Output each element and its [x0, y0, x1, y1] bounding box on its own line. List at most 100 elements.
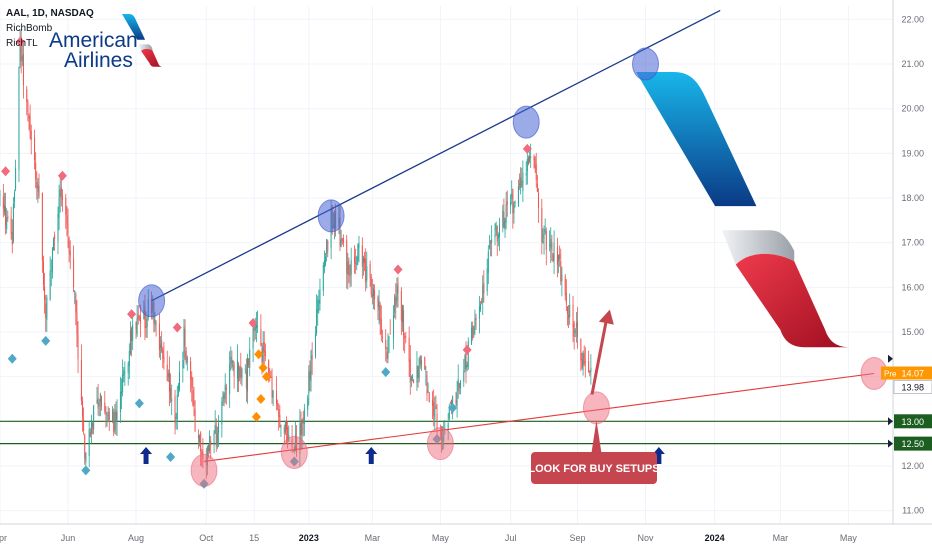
symbol-label[interactable]: AAL, 1D, NASDAQ: [6, 8, 94, 19]
candle-body: [270, 377, 272, 378]
candle-body: [386, 352, 388, 359]
candle-body: [280, 424, 282, 426]
indicator-richtl-label[interactable]: RichTL: [6, 38, 38, 49]
candle-body: [541, 208, 543, 242]
candle-body: [88, 429, 90, 456]
candle-body: [75, 293, 77, 313]
candle-body: [38, 186, 40, 197]
candle-body: [20, 36, 22, 62]
buy-signal-diamond: [7, 353, 17, 364]
sell-signal-diamond: [522, 143, 532, 154]
candle-body: [46, 297, 48, 321]
candle-body: [131, 328, 133, 342]
candle-body: [239, 367, 241, 378]
candle-body: [428, 392, 430, 402]
candle-body: [303, 408, 305, 424]
small-airline-logo-red: [141, 48, 163, 67]
candle-body: [112, 409, 114, 421]
candle-body: [426, 375, 428, 395]
candle-body: [326, 239, 328, 255]
level-marker-triangle: [888, 417, 893, 426]
touch-point-pink: [426, 427, 454, 461]
candle-body: [138, 317, 140, 319]
y-tick-label: 15.00: [901, 327, 924, 337]
orange-signal-diamond: [256, 393, 266, 404]
level-price-label: 13.00: [901, 417, 924, 427]
candle-body: [11, 231, 13, 245]
candle-body: [448, 406, 450, 419]
callout-box: [531, 452, 657, 484]
candle-body: [569, 304, 571, 318]
candle-body: [581, 359, 583, 368]
candle-body: [403, 309, 405, 336]
candle-body: [155, 322, 157, 324]
y-tick-label: 20.00: [901, 104, 924, 114]
candle-body: [176, 394, 178, 419]
candle-body: [436, 413, 438, 429]
candle-body: [35, 162, 37, 180]
candle-body: [108, 411, 110, 421]
candle-body: [214, 424, 216, 434]
candle-body: [322, 264, 324, 291]
y-tick-label: 17.00: [901, 238, 924, 248]
level-marker-triangle: [888, 439, 893, 448]
candle-body: [396, 285, 398, 302]
candle-body: [559, 254, 561, 260]
candle-body: [166, 364, 168, 381]
buy-signal-diamond: [381, 367, 391, 378]
candle-body: [544, 229, 546, 233]
candle-body: [478, 306, 480, 319]
candle-body: [300, 421, 302, 435]
candle-body: [464, 355, 466, 370]
touch-point-blue: [512, 105, 540, 139]
level-price-tag: [894, 436, 932, 451]
candle-body: [93, 405, 95, 430]
candle-body: [323, 260, 325, 267]
airline-tail-logo: [636, 72, 850, 348]
candle-body: [433, 402, 435, 416]
candle-body: [185, 350, 187, 363]
candle-body: [355, 263, 357, 265]
candle-body: [83, 419, 85, 431]
candle-body: [28, 114, 30, 119]
x-tick-label: Mar: [365, 533, 381, 543]
candle-body: [380, 318, 382, 335]
candle-body: [77, 334, 79, 360]
indicator-richbomb-label[interactable]: RichBomb: [6, 23, 53, 34]
candle-body: [568, 314, 570, 319]
candle-body: [473, 326, 475, 334]
x-tick-label: May: [840, 533, 858, 543]
candle-body: [252, 328, 254, 349]
candle-body: [432, 399, 434, 406]
candle-body: [435, 406, 437, 409]
x-tick-label: 15: [249, 533, 259, 543]
candle-body: [0, 194, 1, 196]
candle-body: [565, 292, 567, 304]
airline-tail-logo-blue: [636, 72, 757, 207]
buy-signal-diamond: [166, 452, 176, 463]
x-tick-label: Apr: [0, 533, 7, 543]
candle-body: [374, 290, 376, 300]
sell-signal-diamond: [172, 322, 182, 333]
level-price-label: 12.50: [901, 439, 924, 449]
candle-body: [456, 392, 458, 407]
candle-body: [177, 385, 179, 395]
candle-body: [194, 409, 196, 432]
candle-body: [229, 364, 231, 395]
sell-signal-diamond: [57, 170, 67, 181]
resistance-trendline: [151, 9, 721, 302]
candle-body: [393, 314, 395, 339]
candle-body: [416, 365, 418, 383]
candle-body: [132, 324, 134, 341]
candle-body: [18, 66, 20, 171]
candle-body: [139, 316, 141, 323]
candle-body: [30, 130, 32, 141]
candle-body: [534, 157, 536, 169]
candle-body: [284, 421, 286, 433]
candle-body: [261, 348, 263, 364]
candle-body: [310, 351, 312, 382]
candle-body: [146, 318, 148, 328]
candle-body: [341, 237, 343, 242]
